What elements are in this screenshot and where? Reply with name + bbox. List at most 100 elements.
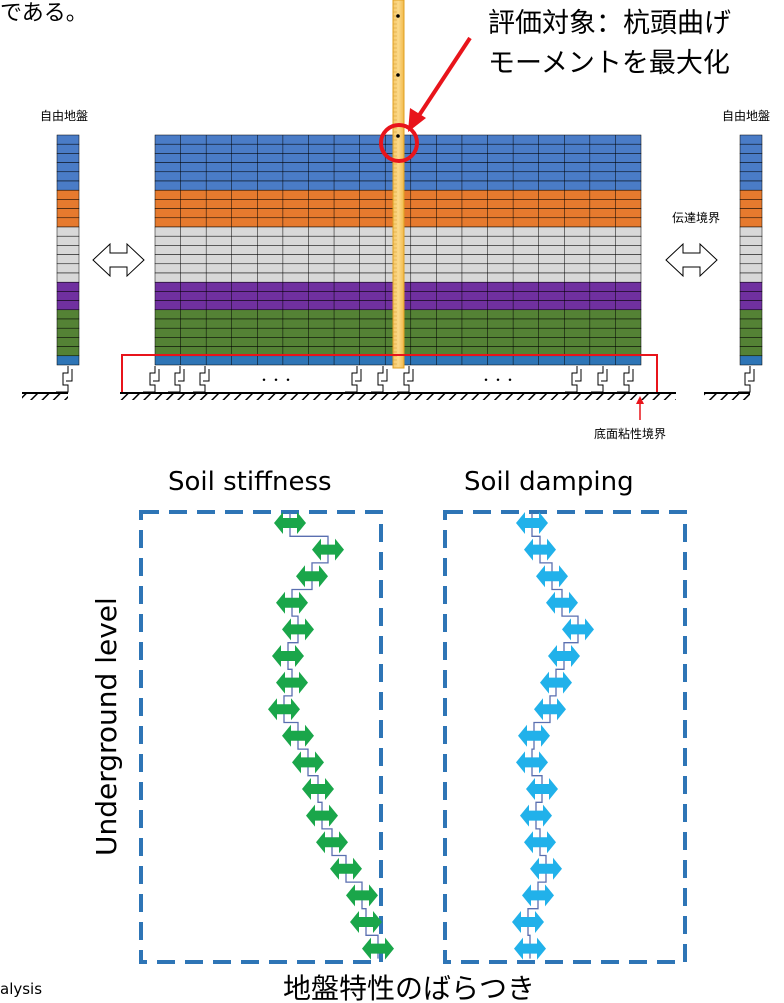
column-row [56,318,80,329]
pile-node-2 [396,73,400,77]
ground-hatch-main [120,393,676,400]
column-row [739,235,763,246]
column-row [739,162,763,173]
damper-piston [575,369,582,382]
damping-arrow [514,937,546,960]
damper-symbol [617,366,630,393]
stiffness-arrow [330,857,362,880]
damper-symbol [193,366,206,393]
right-double-arrow [665,242,718,278]
dots-right: ・・・ [480,373,516,387]
stiffness-arrow [362,937,394,960]
damping-arrow [518,724,550,747]
stiffness-arrow [276,671,308,694]
stiffness-arrow [268,698,300,721]
bottom-viscous-boundary-label: 底面粘性境界 [594,426,666,441]
column-row [739,143,763,154]
damping-arrow [520,804,552,827]
column-row [56,208,80,219]
column-row [56,245,80,255]
damping-variation-arrows [512,512,594,960]
damping-arrow [524,538,556,561]
column-row [739,134,763,145]
damping-panel-box [443,510,687,964]
column-row [739,263,763,274]
column-row [56,134,80,145]
free-field-left-column [56,134,80,366]
column-row [739,180,763,191]
damper-piston [601,369,608,382]
callout-line1: 評価対象：杭頭曲げ [488,8,731,39]
column-row [56,254,80,265]
column-row [739,327,763,338]
stiffness-arrow [272,645,304,667]
damper-piston [748,369,755,382]
stiffness-arrow [276,591,308,614]
stiffness-arrow [312,538,344,561]
callout-arrow-head [408,108,426,132]
pile-ticks [393,3,397,365]
damper-piston [203,369,210,382]
stiffness-arrow [296,565,328,588]
column-row [56,226,80,237]
damping-arrow [562,618,594,641]
column-row [56,171,80,182]
column-row [56,235,80,246]
stiffness-arrow [274,512,306,534]
dots-left: ・・・ [258,373,294,387]
column-row [739,254,763,265]
column-row [739,199,763,209]
column-row [739,153,763,163]
viscous-label-arrow-head [636,396,644,404]
pile-node-3 [396,134,400,138]
footer-fragment: alysis [0,980,42,998]
damper-symbol [168,366,181,393]
damping-arrow [534,698,566,721]
column-row [56,346,80,357]
damping-arrow [516,512,548,534]
damping-arrow [516,751,548,774]
column-row [739,318,763,329]
soil-stiffness-title: Soil stiffness [168,467,332,497]
pile-node-1 [396,14,400,18]
damping-arrow [530,857,562,880]
stiffness-arrow [302,778,334,800]
damper-piston [66,369,73,382]
damping-arrow [524,831,556,854]
column-row [56,199,80,209]
column-row [56,189,80,200]
underground-level-axis-label: Underground level [90,597,123,856]
column-row [739,337,763,347]
damper-symbol [371,366,384,393]
damper-symbol [591,366,604,393]
damper-piston [178,369,185,382]
damping-arrow [522,884,554,907]
damper-piston [627,369,634,382]
callout-arrow-line [414,36,472,122]
column-row [739,281,763,292]
column-row [56,355,80,366]
column-row [56,281,80,292]
damper-piston [407,369,414,382]
ground-hatch-left [22,393,68,400]
column-row [739,346,763,357]
damper-symbol [345,366,358,393]
column-row [739,217,763,228]
damping-arrow [526,778,558,800]
damper-symbol [565,366,578,393]
stiffness-panel-box [139,510,383,964]
column-row [739,245,763,255]
free-field-left-label: 自由地盤 [40,109,88,123]
transmitting-boundary-label: 伝達境界 [672,210,720,225]
column-row [56,309,80,320]
damper-piston [153,369,160,382]
column-row [739,291,763,301]
stiffness-arrow [292,751,324,774]
left-double-arrow [92,242,145,278]
damping-arrow [512,911,544,933]
column-row [739,309,763,320]
ground-hatch-right [704,393,750,400]
free-field-right-label: 自由地盤 [722,109,770,123]
bottom-title: 地盤特性のばらつき [283,972,535,1003]
damper-piston [381,369,388,382]
